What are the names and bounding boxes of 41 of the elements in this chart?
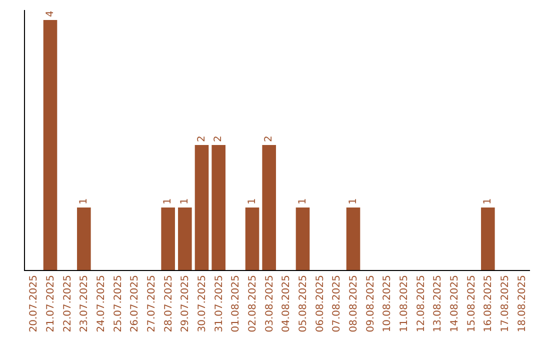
x-tick-label: 23.07.2025 [79,275,90,332]
data-label: 1 [482,198,494,204]
x-tick-label: 18.08.2025 [516,275,528,332]
x-tick-label: 06.08.2025 [314,275,326,332]
x-tick-label: 05.08.2025 [298,275,309,332]
x-tick-label: 29.07.2025 [180,275,192,332]
x-tick-label: 01.08.2025 [230,275,242,332]
x-tick-label: 02.08.2025 [248,275,258,332]
data-label: 1 [162,198,174,204]
data-label: 1 [246,198,258,204]
x-tick-label: 14.08.2025 [450,275,460,332]
x-tick-label: 08.08.2025 [348,275,360,332]
x-tick-label: 20.07.2025 [28,275,40,332]
x-tick-label: 12.08.2025 [416,275,427,332]
x-tick-label: 10.08.2025 [382,275,394,332]
data-label: 2 [196,136,208,142]
data-label: 1 [78,198,90,204]
x-tick-label: 16.08.2025 [483,275,494,332]
data-label: 2 [264,136,275,142]
x-tick-label: 26.07.2025 [130,275,141,332]
x-tick-label: 30.07.2025 [197,275,208,332]
x-tick-label: 28.07.2025 [163,275,174,332]
data-label: 1 [348,198,359,204]
x-tick-label: 03.08.2025 [264,275,276,332]
x-tick-label: 27.07.2025 [146,275,158,332]
x-tick-label: 15.08.2025 [466,275,478,332]
x-tick-label: 31.07.2025 [214,275,225,332]
x-tick-label: 13.08.2025 [432,275,444,332]
x-tick-label: 09.08.2025 [365,275,376,332]
data-label: 2 [213,136,224,142]
x-tick-label: 25.07.2025 [112,275,124,332]
x-tick-label: 17.08.2025 [500,275,511,332]
x-tick-label: 22.07.2025 [62,275,74,332]
x-tick-label: 11.08.2025 [399,275,410,332]
x-tick-label: 24.07.2025 [96,275,107,332]
x-tick-label: 04.08.2025 [281,275,292,332]
data-label: 4 [44,10,56,17]
x-tick-label: 21.07.2025 [46,275,56,332]
data-label: 1 [297,198,308,204]
data-label: 1 [179,198,190,204]
x-tick-label: 07.08.2025 [332,275,343,332]
